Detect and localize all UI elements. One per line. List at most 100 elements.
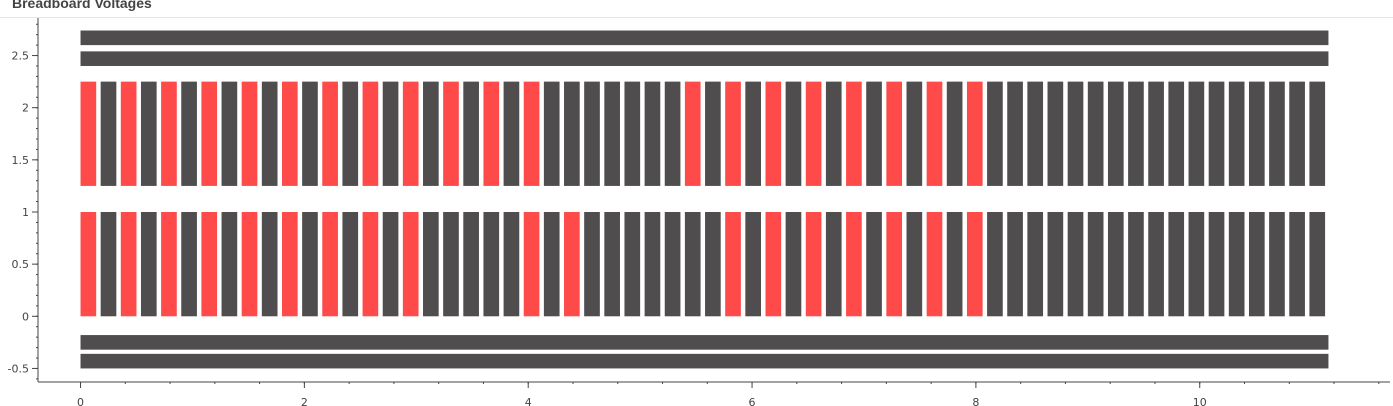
- strip-bar-row1-17: [423, 81, 439, 186]
- strip-bar-row1-54: [1168, 81, 1185, 186]
- strip-bar-row1-15: [382, 81, 399, 186]
- axes-layer: -0.5 0 0.5 1 1.5 2 2.5 0 2 4 6 8 10: [0, 17, 1393, 406]
- strip-bar-row2-38: [846, 211, 862, 317]
- strip-bar-row1-59: [1269, 81, 1285, 186]
- strip-bar-row1-49: [1067, 81, 1084, 186]
- strip-bar-row2-27: [624, 211, 641, 317]
- strip-bar-row1-61: [1309, 81, 1326, 186]
- strip-bar-row2-25: [584, 211, 600, 317]
- strip-bar-row2-41: [906, 211, 923, 317]
- strip-bar-row2-48: [1047, 211, 1064, 317]
- strip-bar-row1-58: [1248, 81, 1265, 186]
- strip-bar-row1-21: [503, 81, 520, 186]
- strip-bar-row2-1: [100, 211, 117, 317]
- strip-bar-row2-47: [1027, 211, 1044, 317]
- strip-bar-row2-39: [866, 211, 882, 317]
- strip-bar-row2-14: [362, 211, 379, 317]
- strip-bar-row1-46: [1007, 81, 1023, 186]
- strip-bar-row1-13: [342, 81, 359, 186]
- y-tick-label: 1.5: [12, 154, 30, 167]
- rail-bar-2: [80, 335, 1329, 350]
- strip-bar-row2-10: [281, 211, 298, 317]
- strip-bar-row2-42: [926, 211, 943, 317]
- strip-bar-row2-40: [886, 211, 903, 317]
- strip-bar-row1-3: [140, 81, 157, 186]
- strip-bar-row2-43: [946, 211, 963, 317]
- strip-bar-row1-25: [584, 81, 600, 186]
- rail-bar-1: [80, 51, 1329, 66]
- strip-bar-row2-0: [80, 211, 97, 317]
- strip-bar-row2-13: [342, 211, 359, 317]
- strip-bar-row2-26: [604, 211, 620, 317]
- strip-bar-row1-23: [543, 81, 560, 186]
- strip-bar-row1-48: [1047, 81, 1064, 186]
- strip-bar-row1-36: [805, 81, 822, 186]
- strip-bar-row2-59: [1269, 211, 1285, 317]
- strip-bar-row1-51: [1107, 81, 1124, 186]
- strip-bar-row1-20: [483, 81, 500, 186]
- strip-bar-row1-45: [987, 81, 1003, 186]
- strip-bar-row1-6: [201, 81, 218, 186]
- strip-bar-row2-36: [805, 211, 822, 317]
- y-tick-label: 0: [22, 310, 29, 323]
- strip-bar-row2-28: [644, 211, 661, 317]
- y-tick-label: 1: [22, 206, 29, 219]
- strip-bar-row1-50: [1087, 81, 1104, 186]
- strip-bar-row2-5: [181, 211, 197, 317]
- strip-bar-row2-50: [1087, 211, 1104, 317]
- strip-bar-row1-16: [402, 81, 419, 186]
- strip-bar-row2-54: [1168, 211, 1185, 317]
- strip-bar-row1-1: [100, 81, 117, 186]
- strip-bar-row1-43: [946, 81, 963, 186]
- strip-bar-row1-2: [120, 81, 137, 186]
- strip-bar-row2-34: [765, 211, 782, 317]
- strip-bar-row1-33: [745, 81, 762, 186]
- strip-bar-row2-9: [261, 211, 278, 317]
- strip-bar-row1-4: [161, 81, 177, 186]
- strip-bar-row2-7: [221, 211, 238, 317]
- strip-bar-row1-31: [705, 81, 721, 186]
- y-tick-label: -0.5: [8, 362, 29, 375]
- strip-bar-row1-56: [1208, 81, 1225, 186]
- strip-bar-row1-38: [846, 81, 862, 186]
- strip-bar-row1-22: [523, 81, 540, 186]
- strip-bar-row1-14: [362, 81, 379, 186]
- x-tick-label: 8: [972, 396, 979, 406]
- strip-bar-row2-60: [1289, 211, 1305, 317]
- strip-bar-row2-56: [1208, 211, 1225, 317]
- strip-bar-row1-12: [322, 81, 338, 186]
- strip-bar-row2-24: [564, 211, 580, 317]
- strip-bar-row2-20: [483, 211, 500, 317]
- strip-bar-row1-40: [886, 81, 903, 186]
- strip-bar-row1-39: [866, 81, 882, 186]
- strip-bar-row2-3: [140, 211, 157, 317]
- strip-bar-row2-45: [987, 211, 1003, 317]
- strip-bar-row1-24: [564, 81, 580, 186]
- strip-bar-row1-30: [684, 81, 701, 186]
- rail-bar-0: [80, 30, 1329, 46]
- strip-bar-row2-21: [503, 211, 520, 317]
- strip-bar-row2-29: [664, 211, 681, 317]
- strip-bar-row1-28: [644, 81, 661, 186]
- x-tick-label: 6: [749, 396, 756, 406]
- strip-bar-row2-16: [402, 211, 419, 317]
- x-tick-label: 2: [301, 396, 308, 406]
- bars-layer: [80, 30, 1329, 369]
- strip-bar-row2-15: [382, 211, 399, 317]
- strip-bar-row2-52: [1128, 211, 1144, 317]
- strip-bar-row1-47: [1027, 81, 1044, 186]
- strip-bar-row2-30: [684, 211, 701, 317]
- strip-bar-row1-35: [785, 81, 802, 186]
- strip-bar-row1-8: [241, 81, 258, 186]
- strip-bar-row2-55: [1188, 211, 1205, 317]
- rail-bar-3: [80, 353, 1329, 369]
- strip-bar-row2-6: [201, 211, 218, 317]
- strip-bar-row2-49: [1067, 211, 1084, 317]
- chart-title: Breadboard Voltages: [12, 0, 152, 11]
- strip-bar-row1-0: [80, 81, 97, 186]
- strip-bar-row2-17: [423, 211, 439, 317]
- strip-bar-row1-55: [1188, 81, 1205, 186]
- strip-bar-row2-57: [1228, 211, 1245, 317]
- strip-bar-row1-52: [1128, 81, 1144, 186]
